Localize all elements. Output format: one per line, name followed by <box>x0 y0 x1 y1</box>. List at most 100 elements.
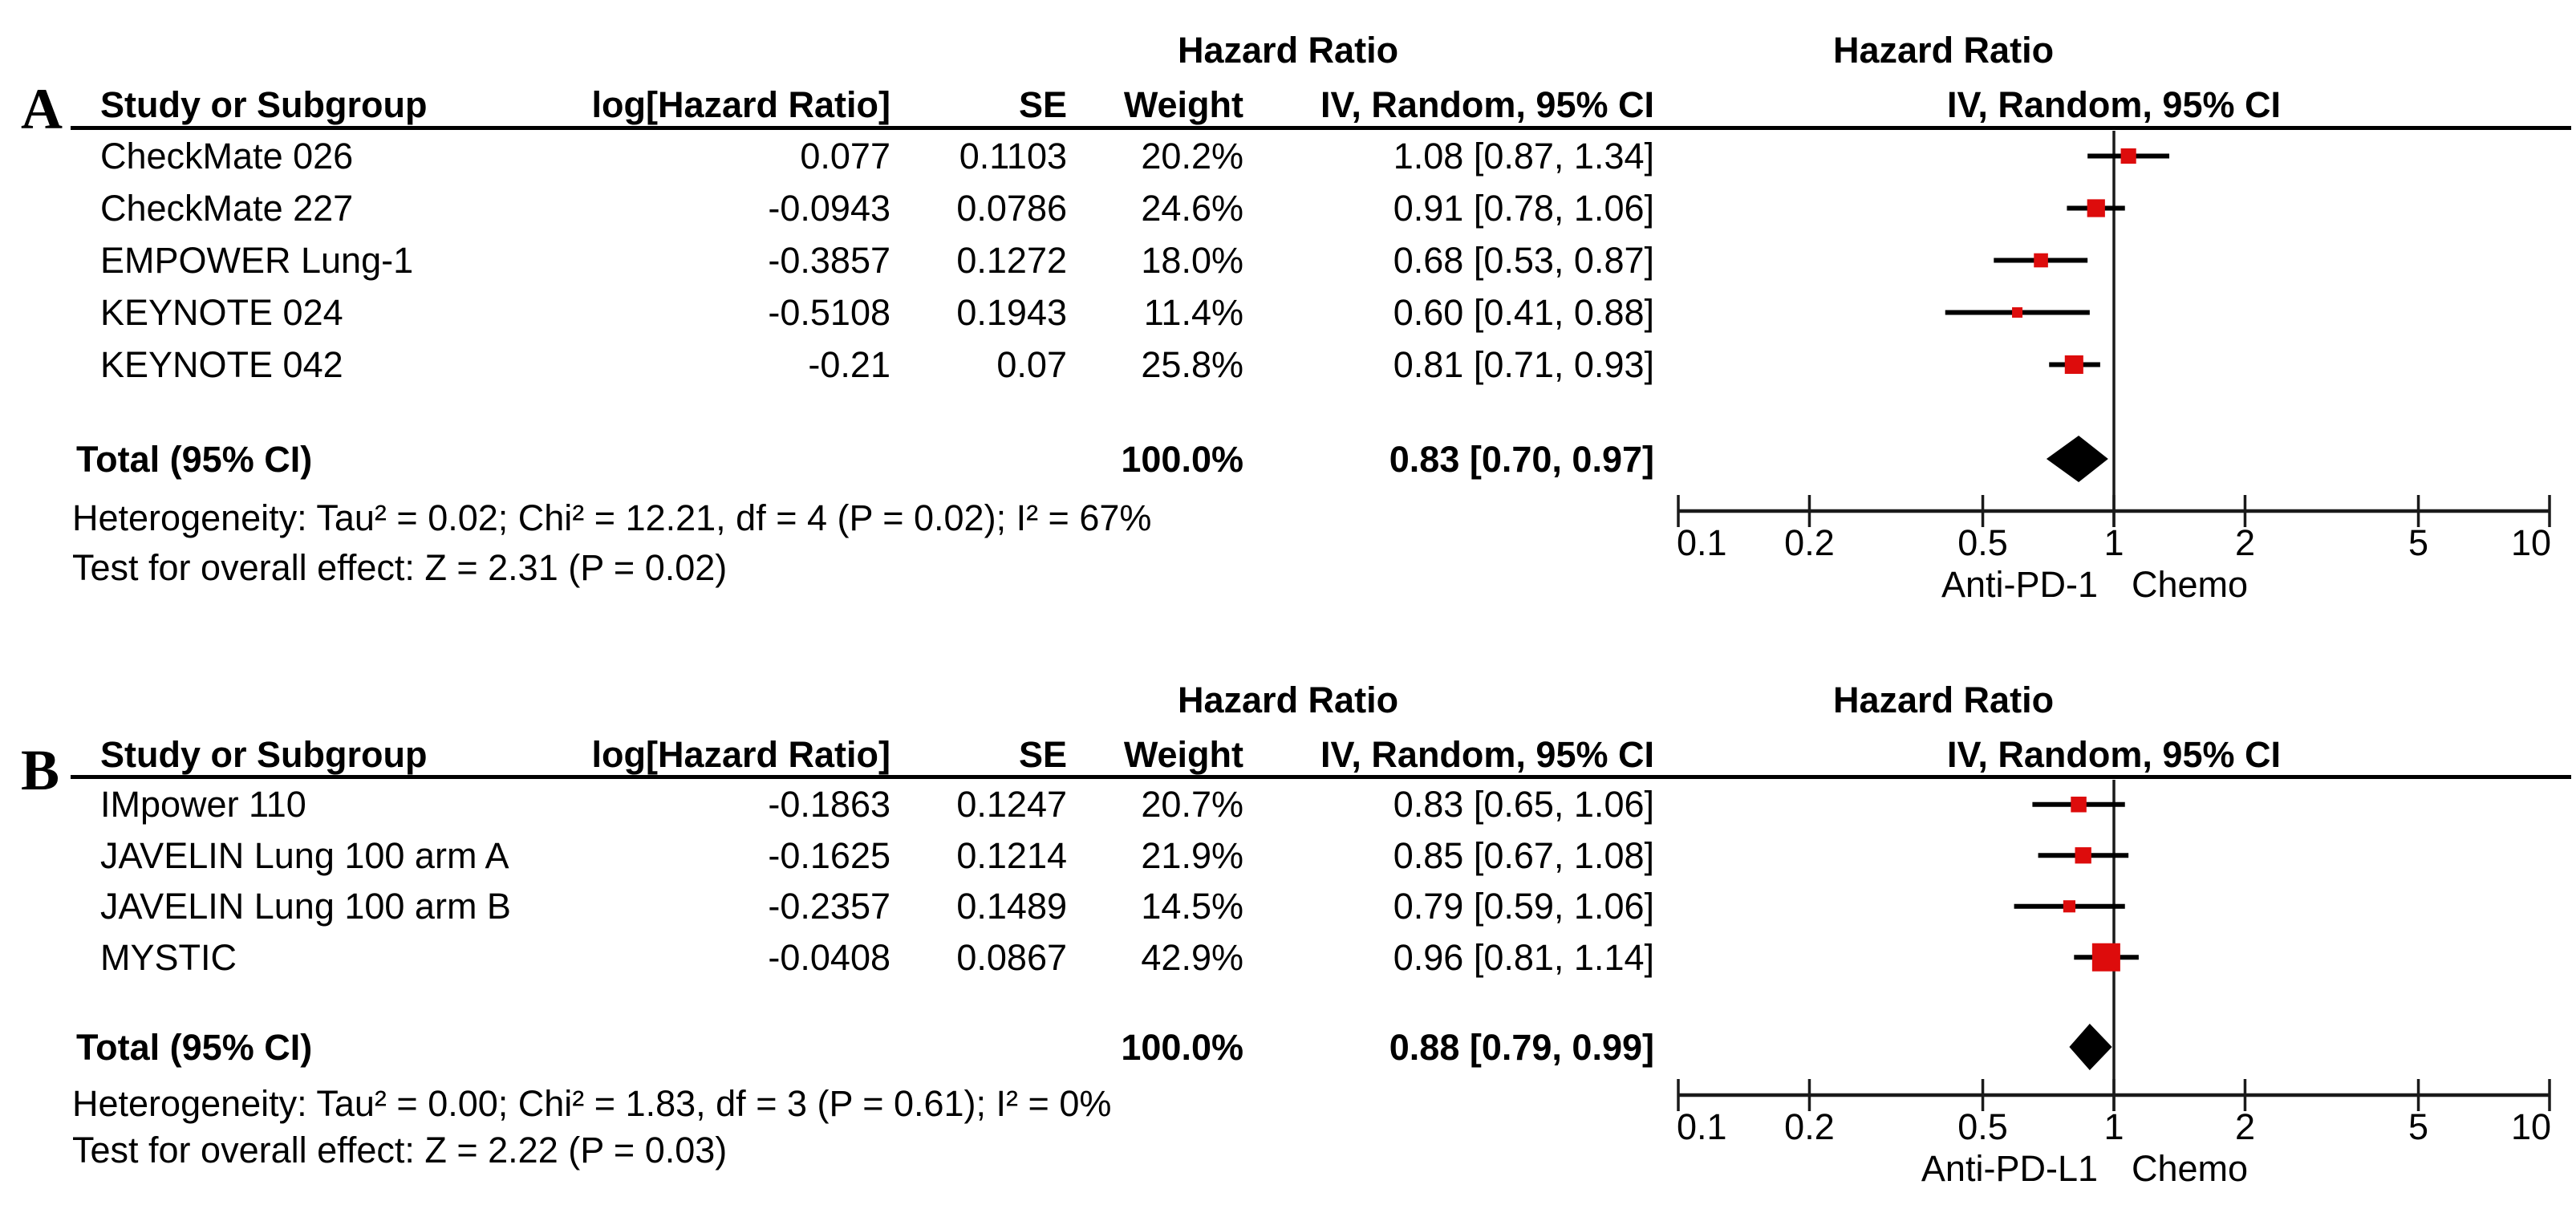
total-diamond <box>2069 1024 2112 1070</box>
panel-a-favors-left-label: Anti-PD-1 <box>1941 564 2098 605</box>
effect-square <box>2012 307 2023 318</box>
panel-a-header-rule <box>71 126 2571 130</box>
study-row: IMpower 110 -0.1863 0.1247 20.7% 0.83 [0.65,… <box>0 779 2576 830</box>
study-name: JAVELIN Lung 100 arm B <box>100 886 511 927</box>
panel-a-plot-effect-title: Hazard Ratio <box>1833 30 2055 71</box>
axis-tick-label: 1 <box>2103 1106 2124 1147</box>
panel-b-favors-right-label: Chemo <box>2132 1148 2249 1189</box>
study-name: KEYNOTE 042 <box>100 344 343 385</box>
se-value: 0.1214 <box>956 834 1067 876</box>
effect-square <box>2075 847 2091 864</box>
weight-value: 11.4% <box>1143 292 1243 333</box>
ci-text: 0.60 [0.41, 0.88] <box>1393 292 1654 333</box>
log-hr-value: -0.1625 <box>768 834 890 876</box>
axis-tick-label: 10 <box>2511 522 2551 563</box>
study-row: EMPOWER Lung-1 -0.3857 0.1272 18.0% 0.68 [0.… <box>0 234 2576 286</box>
study-name: MYSTIC <box>100 936 237 978</box>
weight-value: 25.8% <box>1141 344 1243 385</box>
panel-a-plot-effect-method: IV, Random, 95% CI <box>1947 84 2281 125</box>
axis-tick-label: 0.1 <box>1677 1106 1727 1147</box>
panel-b-total-ci: 0.88 [0.79, 0.99] <box>1389 1027 1654 1068</box>
axis-tick-label: 10 <box>2511 1106 2551 1147</box>
ci-text: 1.08 [0.87, 1.34] <box>1393 136 1654 176</box>
panel-a-heterogeneity: Heterogeneity: Tau² = 0.02; Chi² = 12.21… <box>72 497 1152 538</box>
panel-b-col-loghr: log[Hazard Ratio] <box>591 734 890 775</box>
effect-square <box>2120 148 2136 164</box>
axis-tick-label: 0.1 <box>1677 522 1727 563</box>
panel-a-table-effect-title: Hazard Ratio <box>1178 30 1399 71</box>
axis-tick-label: 2 <box>2235 522 2255 563</box>
study-name: CheckMate 026 <box>100 136 354 176</box>
study-row: KEYNOTE 024 -0.5108 0.1943 11.4% 0.60 [0.41,… <box>0 286 2576 339</box>
effect-square <box>2063 900 2075 913</box>
panel-b-header-rule <box>71 775 2571 779</box>
panel-a-letter: A <box>21 77 63 141</box>
axis-tick-label: 0.5 <box>1957 522 2008 563</box>
axis-tick-label: 5 <box>2408 522 2428 563</box>
ci-text: 0.96 [0.81, 1.14] <box>1393 936 1654 978</box>
se-value: 0.1489 <box>956 886 1067 927</box>
effect-square <box>2071 797 2087 813</box>
ci-text: 0.91 [0.78, 1.06] <box>1393 188 1654 229</box>
log-hr-value: 0.077 <box>800 136 890 176</box>
panel-a-total-weight: 100.0% <box>1121 439 1243 480</box>
ci-text: 0.85 [0.67, 1.08] <box>1393 834 1654 876</box>
ci-text: 0.83 [0.65, 1.06] <box>1393 784 1654 825</box>
effect-square <box>2064 355 2083 375</box>
ci-text: 0.81 [0.71, 0.93] <box>1393 344 1654 385</box>
se-value: 0.0786 <box>956 188 1067 229</box>
log-hr-value: -0.3857 <box>768 240 890 281</box>
panel-b-col-se: SE <box>1018 734 1067 775</box>
se-value: 0.0867 <box>956 936 1067 978</box>
panel-a-favors-right-label: Chemo <box>2132 564 2249 605</box>
se-value: 0.1247 <box>956 784 1067 825</box>
axis-tick-label: 0.2 <box>1784 522 1835 563</box>
study-row: CheckMate 227 -0.0943 0.0786 24.6% 0.91 [0.7… <box>0 182 2576 234</box>
log-hr-value: -0.2357 <box>768 886 890 927</box>
panel-b-col-study: Study or Subgroup <box>100 734 428 775</box>
study-row: JAVELIN Lung 100 arm A -0.1625 0.1214 21.9%… <box>0 830 2576 882</box>
log-hr-value: -0.0943 <box>768 188 890 229</box>
log-hr-value: -0.0408 <box>768 936 890 978</box>
axis-tick-label: 1 <box>2103 522 2124 563</box>
se-value: 0.07 <box>996 344 1067 385</box>
weight-value: 18.0% <box>1141 240 1243 281</box>
study-row: CheckMate 026 0.077 0.1103 20.2% 1.08 [0.87,… <box>0 130 2576 182</box>
study-name: IMpower 110 <box>100 784 306 825</box>
panel-a-total-ci: 0.83 [0.70, 0.97] <box>1389 439 1654 480</box>
effect-square <box>2034 253 2048 268</box>
se-value: 0.1943 <box>956 292 1067 333</box>
panel-b-letter: B <box>21 738 60 802</box>
panel-a-total-label: Total (95% CI) <box>76 439 313 480</box>
total-diamond <box>2046 436 2108 482</box>
weight-value: 21.9% <box>1141 834 1243 876</box>
weight-value: 14.5% <box>1141 886 1243 927</box>
log-hr-value: -0.1863 <box>768 784 890 825</box>
panel-a-overall-effect: Test for overall effect: Z = 2.31 (P = 0… <box>72 547 728 588</box>
panel-a-col-effect-method: IV, Random, 95% CI <box>1320 84 1654 125</box>
log-hr-value: -0.21 <box>808 344 890 385</box>
axis-tick-label: 0.2 <box>1784 1106 1835 1147</box>
study-row: KEYNOTE 042 -0.21 0.07 25.8% 0.81 [0.71, 0.9… <box>0 339 2576 391</box>
weight-value: 20.2% <box>1141 136 1243 176</box>
weight-value: 20.7% <box>1141 784 1243 825</box>
study-name: KEYNOTE 024 <box>100 292 343 333</box>
se-value: 0.1103 <box>959 136 1067 176</box>
panel-a-col-study: Study or Subgroup <box>100 84 428 125</box>
axis-tick-label: 5 <box>2408 1106 2428 1147</box>
panel-b-table-effect-title: Hazard Ratio <box>1178 680 1399 720</box>
weight-value: 24.6% <box>1141 188 1243 229</box>
ci-text: 0.79 [0.59, 1.06] <box>1393 886 1654 927</box>
panel-b-col-effect-method: IV, Random, 95% CI <box>1320 734 1654 775</box>
weight-value: 42.9% <box>1141 936 1243 978</box>
axis-tick-label: 2 <box>2235 1106 2255 1147</box>
study-name: JAVELIN Lung 100 arm A <box>100 834 509 876</box>
panel-b-col-weight: Weight <box>1123 734 1243 775</box>
study-name: CheckMate 227 <box>100 188 354 229</box>
panel-b-favors-left-label: Anti-PD-L1 <box>1921 1148 2098 1189</box>
study-row: JAVELIN Lung 100 arm B -0.2357 0.1489 14.5%… <box>0 881 2576 932</box>
panel-b-overall-effect: Test for overall effect: Z = 2.22 (P = 0… <box>72 1130 728 1170</box>
panel-b-plot-effect-title: Hazard Ratio <box>1833 680 2055 720</box>
